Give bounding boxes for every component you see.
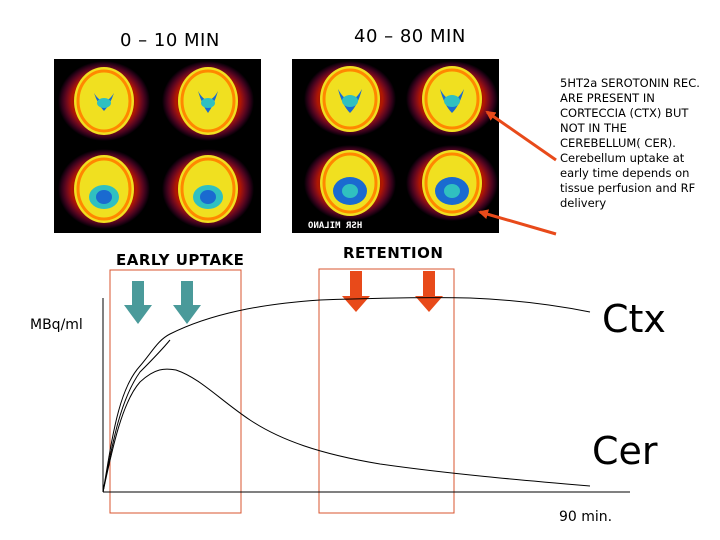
early-arrow-2	[173, 281, 201, 324]
early-uptake-label: EARLY UPTAKE	[116, 251, 245, 269]
pointer-arrow-cer	[478, 209, 557, 236]
retention-arrow-1	[342, 271, 370, 312]
receptor-annotation: 5HT2a SEROTONIN REC. ARE PRESENT IN CORT…	[560, 76, 700, 210]
early-window-box	[109, 269, 242, 514]
retention-label: RETENTION	[343, 244, 444, 262]
late-time-heading: 40 – 80 MIN	[354, 26, 466, 47]
cer-label: Cer	[592, 429, 658, 473]
ctx-curve	[102, 297, 591, 493]
ctx-curve-rise	[102, 339, 171, 493]
early-arrow-1	[124, 281, 152, 324]
cer-curve	[102, 368, 591, 493]
ctx-label: Ctx	[602, 297, 666, 341]
early-time-heading: 0 – 10 MIN	[120, 30, 220, 51]
early-arrows	[124, 281, 201, 324]
retention-arrow-2	[415, 271, 443, 312]
y-axis-unit: MBq/ml	[30, 317, 83, 333]
pointer-arrow-ctx	[485, 110, 557, 162]
retention-window-box	[318, 268, 455, 514]
retention-arrows	[342, 271, 443, 312]
pet-scan-late: HSR MILANO	[292, 59, 499, 233]
end-time-label: 90 min.	[559, 509, 613, 525]
pet-scan-early	[54, 59, 261, 233]
